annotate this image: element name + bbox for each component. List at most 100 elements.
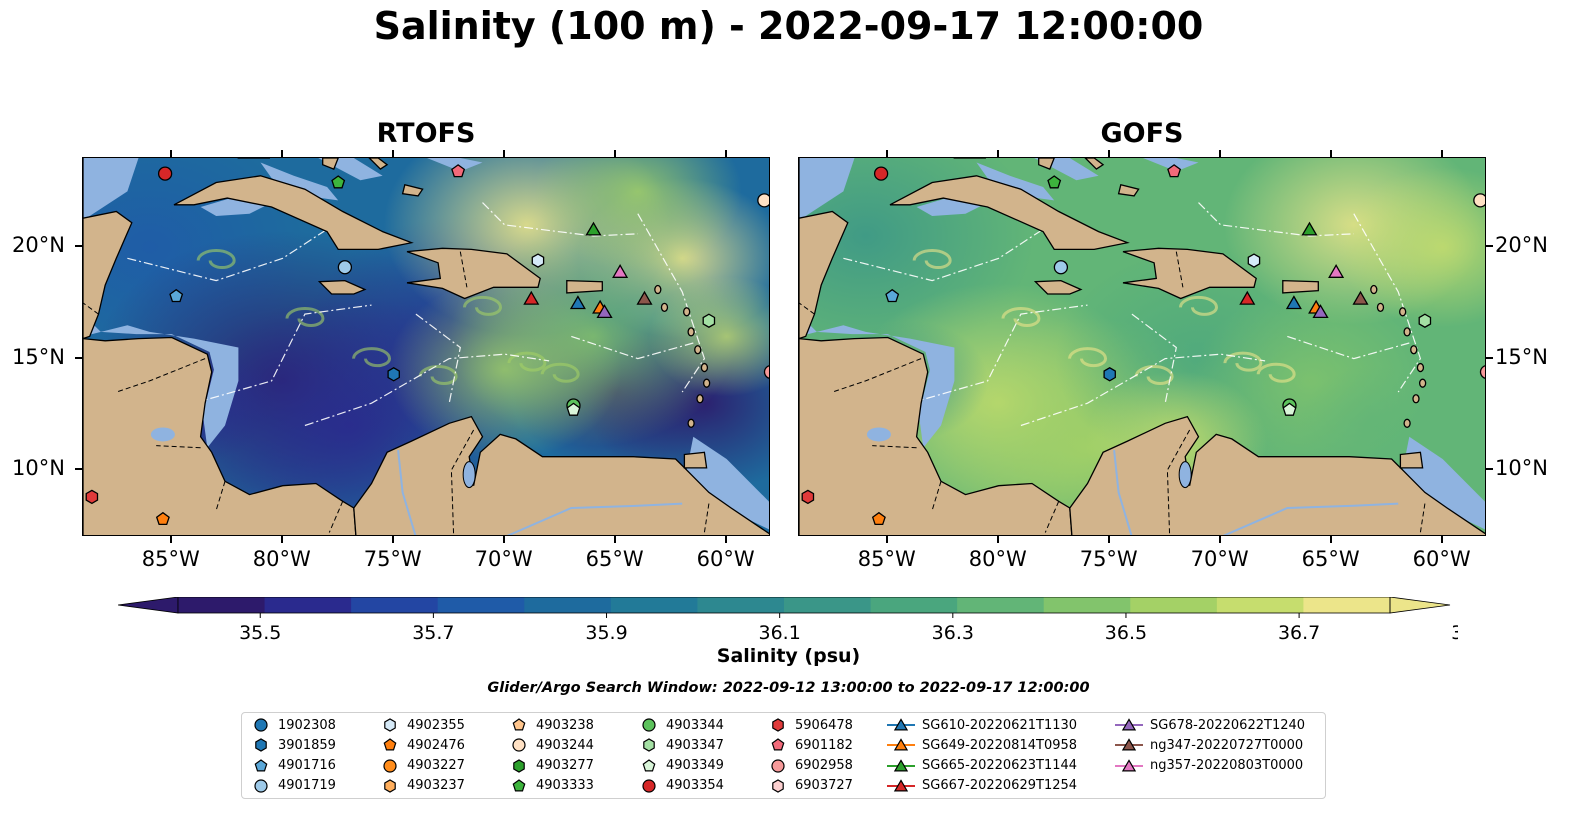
lon-tick-mark <box>502 536 505 543</box>
legend-label: 6901182 <box>795 737 853 753</box>
pentagon-marker-icon <box>512 779 526 792</box>
lon-tick-label: 65°W <box>585 547 644 571</box>
legend-label: 6903727 <box>795 778 853 794</box>
platform-marker <box>1473 193 1485 208</box>
legend-label: 4903277 <box>536 758 594 774</box>
lon-tick-mark <box>613 150 616 157</box>
legend-label: SG649-20220814T0958 <box>922 737 1078 753</box>
platform-marker <box>1418 313 1432 328</box>
circle-marker-icon <box>383 758 397 773</box>
colorbar-segment <box>524 597 612 613</box>
hexagon-marker-icon <box>255 738 267 752</box>
legend-label: 4903333 <box>536 778 594 794</box>
hexagon-marker-icon <box>384 779 396 793</box>
triangle-marker-icon <box>887 758 915 772</box>
lat-tick-mark <box>75 245 82 248</box>
lon-tick-mark <box>724 150 727 157</box>
legend-label: 3901859 <box>278 737 336 753</box>
pentagon-marker-icon <box>771 738 785 751</box>
legend-item: 4903349 <box>638 756 724 776</box>
platform-marker <box>612 263 629 278</box>
lon-tick-mark <box>1440 536 1443 543</box>
circle-marker-icon <box>771 758 785 773</box>
legend-item: SG649-20220814T0958 <box>886 735 1077 755</box>
lon-tick-mark <box>169 150 172 157</box>
lon-tick-label: 80°W <box>252 547 311 571</box>
lon-tick-label: 60°W <box>696 547 755 571</box>
lon-tick-label: 85°W <box>141 547 200 571</box>
lon-tick-mark <box>1107 536 1110 543</box>
lon-tick-mark <box>1329 536 1332 543</box>
lon-tick-mark <box>391 536 394 543</box>
platform-marker <box>169 288 184 303</box>
legend-label: 5906478 <box>795 717 853 733</box>
legend-label: 4903244 <box>536 737 594 753</box>
lon-tick-mark <box>996 150 999 157</box>
colorbar-tick-label: 36.3 <box>932 622 974 644</box>
platform-marker <box>85 489 99 505</box>
lat-tick-mark <box>1486 468 1493 471</box>
legend-item: 4901716 <box>250 756 336 776</box>
triangle-marker-icon <box>1115 718 1143 731</box>
lon-tick-mark <box>1329 150 1332 157</box>
colorbar-segment <box>1043 597 1131 613</box>
lat-tick-mark <box>1486 245 1493 248</box>
platform-marker <box>757 193 769 208</box>
hexagon-marker-icon <box>384 718 396 732</box>
legend-item: 4903238 <box>508 715 594 735</box>
lat-tick-mark <box>75 356 82 359</box>
colorbar-segment <box>697 597 785 613</box>
platform-marker <box>1285 295 1302 310</box>
lat-tick-label: 20°N <box>12 233 65 258</box>
legend-item: SG610-20220621T1130 <box>886 715 1077 735</box>
legend-label: 4902355 <box>407 717 465 733</box>
colorbar-segment <box>870 597 958 613</box>
legend-label: 4903344 <box>666 717 724 733</box>
platform-marker <box>569 295 586 310</box>
platform-marker <box>885 288 900 303</box>
platform-marker <box>157 166 173 181</box>
legend-item: SG667-20220629T1254 <box>886 776 1077 796</box>
legend-label: SG678-20220622T1240 <box>1150 717 1306 733</box>
lat-tick-label: 15°N <box>12 344 65 369</box>
legend-item: 4903333 <box>508 776 594 796</box>
circle-marker-icon <box>254 718 268 732</box>
rtofs-salinity-map <box>82 157 770 536</box>
lon-tick-mark <box>502 150 505 157</box>
legend-item: 4902476 <box>379 735 465 755</box>
legend-item: 4902355 <box>379 715 465 735</box>
legend-label: 1902308 <box>278 717 336 733</box>
lon-tick-label: 75°W <box>1079 547 1138 571</box>
platform-marker <box>337 260 353 275</box>
circle-marker-icon <box>642 779 656 793</box>
legend-label: ng357-20220803T0000 <box>1150 758 1304 774</box>
platform-marker <box>1047 175 1062 189</box>
platform-marker <box>801 489 815 505</box>
lon-tick-label: 65°W <box>1301 547 1360 571</box>
platform-marker <box>1247 253 1261 268</box>
colorbar-segment <box>1303 597 1391 613</box>
hexagon-marker-icon <box>643 738 655 752</box>
platform-marker <box>636 290 653 305</box>
legend-item: 5906478 <box>767 715 853 735</box>
legend-label: 6902958 <box>795 758 853 774</box>
lon-tick-mark <box>1218 536 1221 543</box>
legend-item: 4903344 <box>638 715 724 735</box>
lon-tick-mark <box>885 150 888 157</box>
colorbar-tick-label: 35.5 <box>239 622 281 644</box>
lon-tick-mark <box>391 150 394 157</box>
lon-tick-mark <box>169 536 172 543</box>
legend-label: SG667-20220629T1254 <box>922 778 1078 794</box>
lat-tick-mark <box>1486 356 1493 359</box>
lat-tick-label: 15°N <box>1495 344 1548 369</box>
hexagon-marker-icon <box>513 758 525 773</box>
platform-marker <box>1053 260 1069 275</box>
legend-item: 4903244 <box>508 735 594 755</box>
legend-item: ng357-20220803T0000 <box>1114 756 1303 776</box>
lon-tick-mark <box>280 150 283 157</box>
legend-label: 4903227 <box>407 758 465 774</box>
platform-marker <box>155 511 170 526</box>
colorbar-tick-label: 35.9 <box>585 622 627 644</box>
platform-marker <box>596 304 613 319</box>
triangle-marker-icon <box>887 718 915 731</box>
